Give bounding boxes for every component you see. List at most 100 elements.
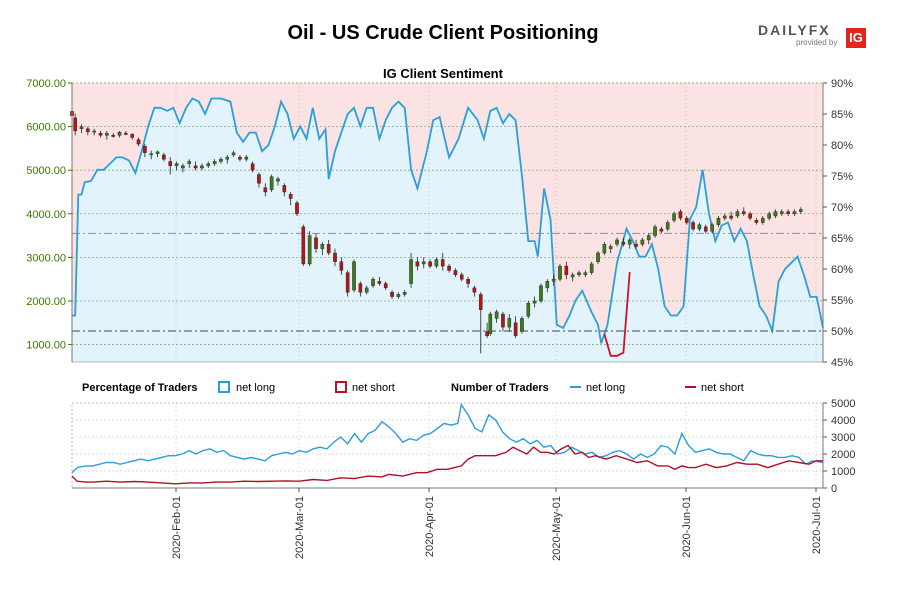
- count-tick-label: 3000: [831, 432, 855, 444]
- candle-body: [653, 226, 657, 236]
- right-tick-label: 45%: [831, 357, 853, 369]
- candle-body: [665, 222, 670, 230]
- candle-body: [143, 146, 147, 153]
- candle-body: [570, 274, 575, 278]
- candle-body: [532, 300, 537, 304]
- upper-chart-title: IG Client Sentiment: [383, 66, 504, 81]
- ig-logo-icon: IG: [846, 28, 866, 48]
- candle-body: [767, 213, 771, 219]
- candle-body: [526, 302, 531, 317]
- legend-pct-long-swatch: [218, 381, 230, 393]
- legend-num-short: net short: [701, 382, 744, 394]
- candle-body: [117, 132, 122, 136]
- candle-body: [73, 117, 77, 132]
- candle-body: [583, 272, 588, 276]
- candle-body: [181, 165, 185, 169]
- candle-body: [377, 281, 382, 284]
- candle-body: [716, 217, 721, 225]
- candle-body: [773, 211, 778, 217]
- candle-body: [703, 226, 708, 232]
- candle-body: [307, 235, 312, 265]
- left-tick-label: 6000.00: [26, 122, 66, 134]
- candle-body: [678, 211, 683, 219]
- candle-body: [301, 226, 306, 265]
- legend-pct-short-swatch: [335, 381, 347, 393]
- candle-body: [659, 228, 664, 232]
- candle-body: [602, 244, 607, 254]
- right-tick-label: 75%: [831, 171, 853, 183]
- candle-body: [507, 318, 512, 328]
- candle-body: [225, 156, 230, 160]
- count-series-net-long: [71, 402, 824, 474]
- candle-body: [174, 163, 179, 167]
- left-tick-label: 3000.00: [26, 252, 66, 264]
- right-tick-label: 85%: [831, 109, 853, 121]
- candle-body: [98, 132, 103, 136]
- candle-body: [257, 174, 261, 184]
- candle-body: [792, 211, 797, 214]
- candle-body: [564, 265, 569, 276]
- candle-body: [187, 161, 192, 164]
- x-tick-label: 2020-Apr-01: [424, 496, 436, 557]
- candle-body: [263, 187, 268, 193]
- net-long-area: [72, 98, 823, 362]
- legend: Percentage of Traders net long net short…: [82, 381, 744, 394]
- candle-body: [269, 176, 274, 191]
- candle-body: [459, 274, 464, 280]
- candle-body: [741, 211, 746, 214]
- candle-body: [545, 281, 550, 289]
- right-tick-label: 65%: [831, 233, 853, 245]
- candle-body: [760, 217, 765, 223]
- logo-provided-by: provided by: [796, 38, 838, 47]
- candle-body: [415, 261, 420, 267]
- candle-body: [314, 237, 318, 249]
- x-tick-label: 2020-Mar-01: [294, 496, 306, 559]
- net-short-pct-line: [603, 272, 631, 357]
- candle-body: [672, 213, 676, 221]
- candle-body: [488, 313, 493, 334]
- candle-body: [539, 285, 543, 302]
- candle-body: [466, 278, 470, 284]
- candle-body: [320, 244, 325, 249]
- lower-plot-area: [71, 402, 824, 489]
- x-tick-label: 2020-May-01: [551, 496, 563, 561]
- legend-pct-title: Percentage of Traders: [82, 382, 198, 394]
- legend-pct-short: net short: [352, 382, 395, 394]
- candle-body: [722, 215, 727, 219]
- left-tick-label: 2000.00: [26, 296, 66, 308]
- candle-body: [371, 278, 375, 286]
- candle-body: [434, 259, 439, 267]
- candle-body: [136, 139, 141, 145]
- x-tick-label: 2020-Jul-01: [811, 496, 823, 554]
- candle-body: [105, 132, 109, 136]
- candle-body: [333, 252, 337, 262]
- candle-body: [520, 318, 524, 332]
- candle-body: [339, 261, 344, 271]
- count-series-net-short: [71, 444, 823, 485]
- candle-body: [577, 272, 581, 276]
- left-tick-label: 7000.00: [26, 78, 66, 90]
- candle-body: [754, 220, 759, 223]
- candle-body: [155, 151, 160, 154]
- candle-body: [326, 244, 331, 254]
- candle-body: [634, 244, 638, 247]
- legend-num-title: Number of Traders: [451, 382, 549, 394]
- left-tick-label: 5000.00: [26, 165, 66, 177]
- right-tick-label: 55%: [831, 295, 853, 307]
- candle-body: [206, 163, 211, 167]
- candle-body: [735, 211, 740, 217]
- candle-body: [409, 259, 413, 284]
- candle-body: [124, 132, 128, 135]
- candle-body: [86, 128, 90, 133]
- candle-body: [684, 217, 689, 223]
- candle-body: [276, 178, 280, 182]
- candle-body: [646, 235, 651, 241]
- candle-body: [615, 239, 619, 245]
- dailyfx-logo: DAILYFX provided by IG: [758, 22, 870, 48]
- candle-body: [478, 294, 483, 310]
- candle-body: [501, 313, 505, 328]
- count-tick-label: 0: [831, 483, 837, 495]
- logo-brand: DAILYFX: [758, 22, 831, 38]
- candle-body: [149, 153, 154, 156]
